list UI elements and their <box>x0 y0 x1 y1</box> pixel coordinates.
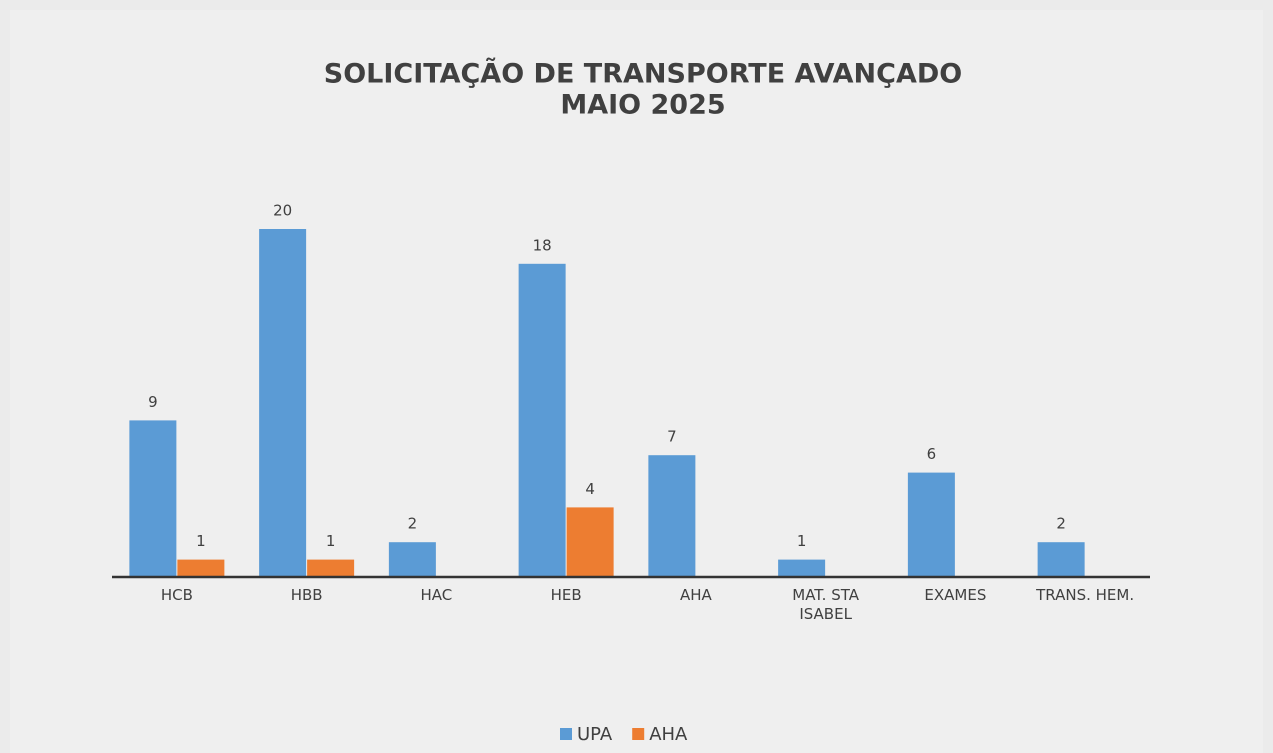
data-label: 2 <box>408 515 418 533</box>
chart-area <box>10 10 1263 753</box>
data-label: 4 <box>585 480 595 498</box>
x-tick-label: HCB <box>160 586 193 604</box>
x-tick-label: EXAMES <box>924 586 987 604</box>
x-tick-label: AHA <box>679 586 712 604</box>
data-label: 2 <box>1056 515 1066 533</box>
data-label: 20 <box>273 202 292 220</box>
data-label: 1 <box>326 532 336 550</box>
bar <box>177 559 225 577</box>
legend-swatch <box>632 728 645 740</box>
data-label: 18 <box>533 236 552 254</box>
bar <box>388 542 436 577</box>
legend-label: AHA <box>649 724 688 745</box>
x-tick-label: MAT. STA ISABEL <box>792 586 859 623</box>
x-tick-label: HAC <box>420 586 453 604</box>
x-tick-label: HBB <box>290 586 323 604</box>
x-tick-label: HEB <box>550 586 582 604</box>
legend-label: UPA <box>577 724 613 745</box>
bar <box>566 507 614 577</box>
x-tick-label: TRANS. HEM. <box>1036 586 1135 604</box>
bar <box>907 472 955 577</box>
data-label: 7 <box>667 428 677 446</box>
bar <box>518 263 566 577</box>
data-label: 9 <box>148 393 158 411</box>
legend-swatch <box>560 728 572 740</box>
bar <box>307 559 355 577</box>
bar <box>129 420 177 577</box>
data-label: 6 <box>927 445 937 463</box>
bar <box>778 559 826 577</box>
chart-subtitle: MAIO 2025 <box>560 90 725 121</box>
bar <box>1037 542 1085 577</box>
data-label: 1 <box>196 532 206 550</box>
chart-title: SOLICITAÇÃO DE TRANSPORTE AVANÇADO <box>324 58 962 90</box>
bar <box>259 229 307 577</box>
data-label: 1 <box>797 532 807 550</box>
bar <box>648 455 696 577</box>
